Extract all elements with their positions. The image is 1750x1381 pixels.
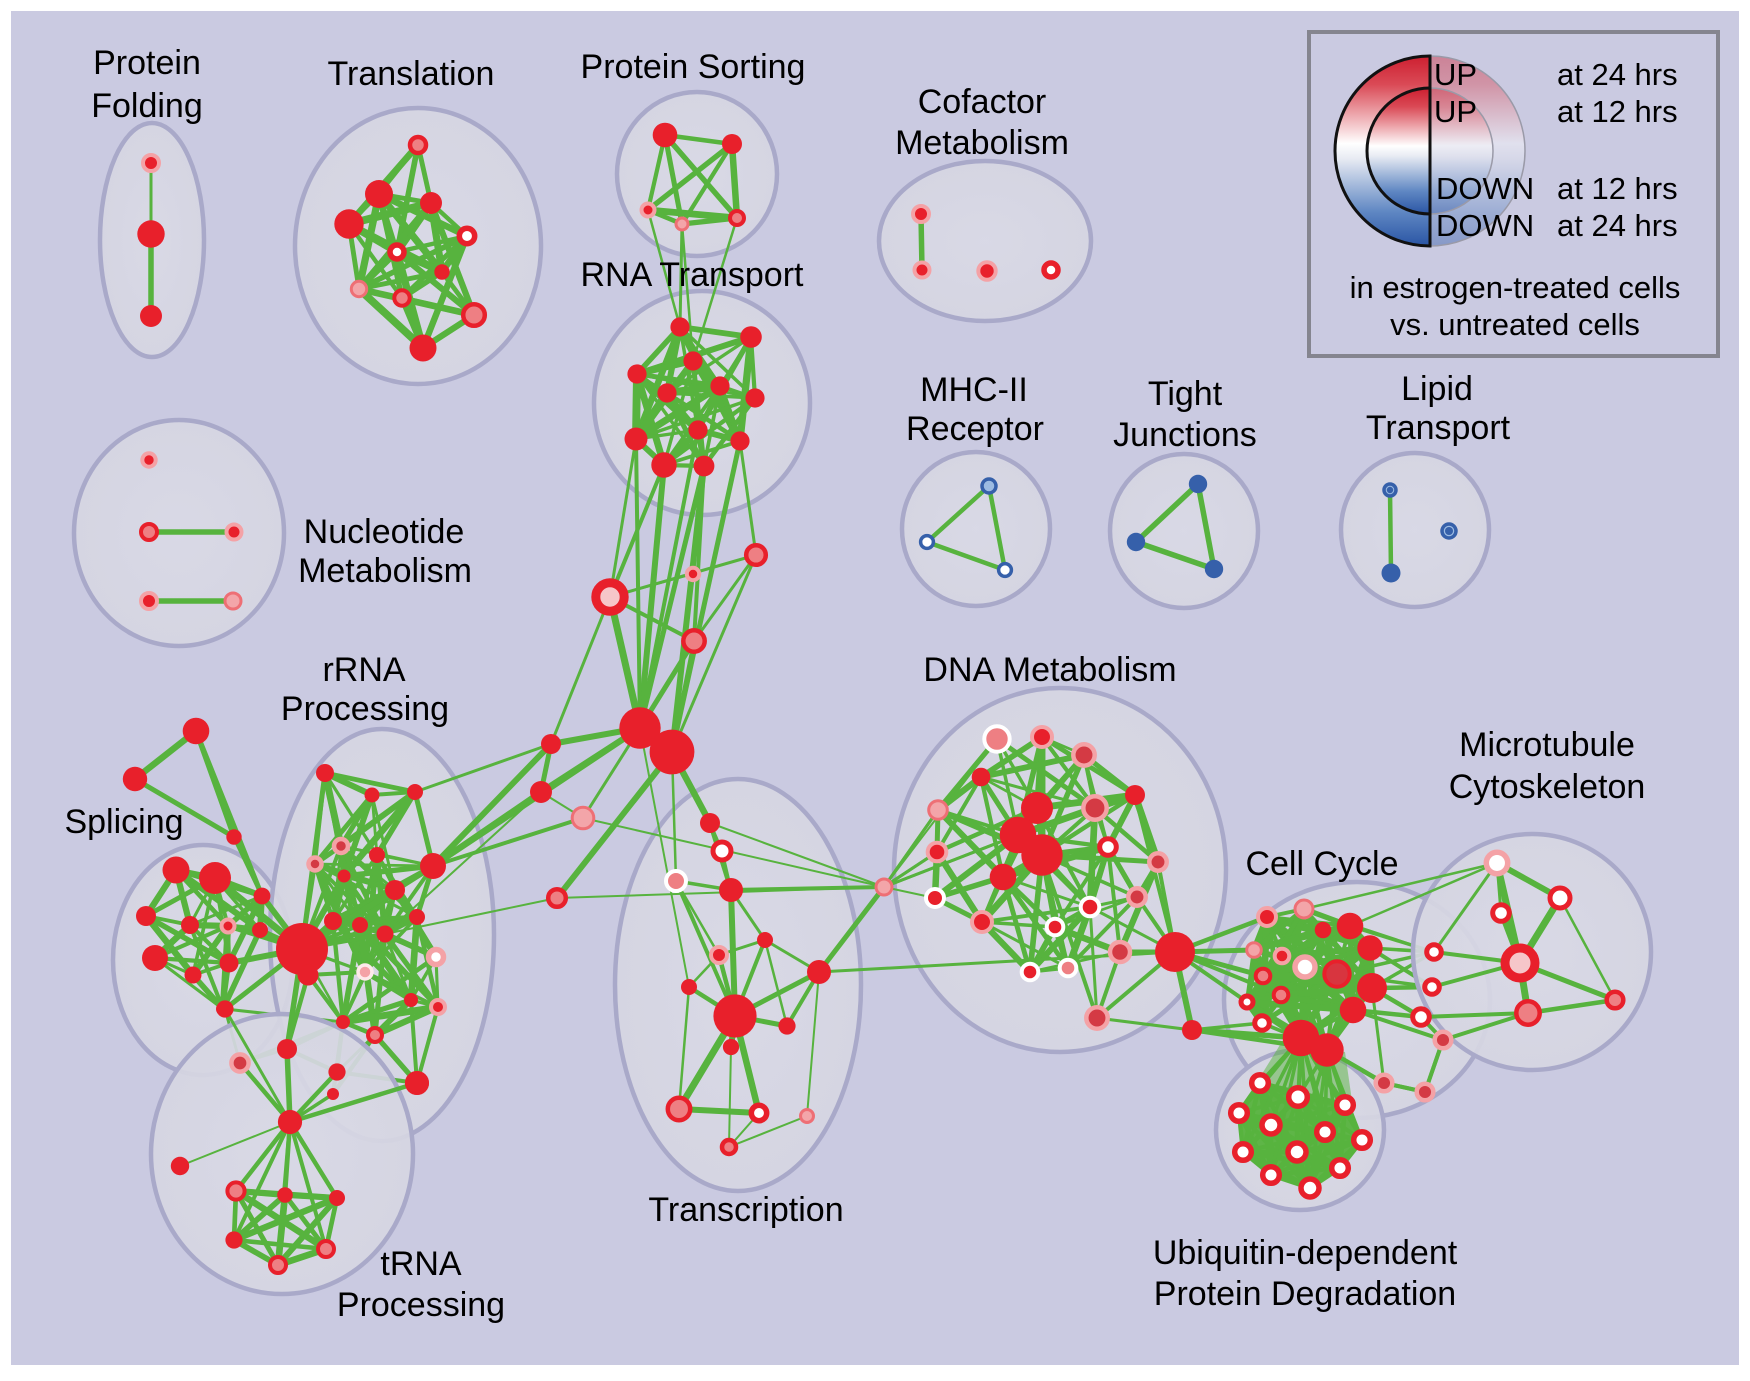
svg-text:DOWN: DOWN bbox=[1436, 171, 1534, 206]
svg-text:Nucleotide: Nucleotide bbox=[304, 513, 465, 551]
svg-text:MHC-II: MHC-II bbox=[920, 371, 1028, 409]
svg-text:rRNA: rRNA bbox=[322, 651, 405, 689]
svg-text:Folding: Folding bbox=[91, 87, 203, 125]
svg-text:Receptor: Receptor bbox=[906, 410, 1044, 448]
svg-text:RNA Transport: RNA Transport bbox=[581, 256, 805, 294]
svg-text:Metabolism: Metabolism bbox=[895, 124, 1069, 162]
svg-text:Protein: Protein bbox=[93, 44, 201, 82]
svg-text:Protein Degradation: Protein Degradation bbox=[1154, 1275, 1456, 1313]
svg-text:Splicing: Splicing bbox=[64, 803, 183, 841]
svg-text:Cell Cycle: Cell Cycle bbox=[1245, 845, 1398, 883]
svg-text:in estrogen-treated cells: in estrogen-treated cells bbox=[1350, 270, 1681, 305]
svg-text:Processing: Processing bbox=[281, 690, 449, 728]
svg-text:DOWN: DOWN bbox=[1436, 208, 1534, 243]
svg-text:UP: UP bbox=[1434, 57, 1477, 92]
svg-text:vs. untreated cells: vs. untreated cells bbox=[1390, 307, 1640, 342]
svg-text:tRNA: tRNA bbox=[380, 1245, 462, 1283]
svg-text:Transport: Transport bbox=[1366, 409, 1511, 447]
svg-text:Ubiquitin-dependent: Ubiquitin-dependent bbox=[1153, 1234, 1458, 1272]
svg-text:Tight: Tight bbox=[1148, 375, 1223, 413]
svg-text:at 12 hrs: at 12 hrs bbox=[1557, 94, 1678, 129]
svg-text:Metabolism: Metabolism bbox=[298, 552, 472, 590]
svg-text:at 12 hrs: at 12 hrs bbox=[1557, 171, 1678, 206]
svg-text:Translation: Translation bbox=[328, 55, 495, 93]
svg-text:Processing: Processing bbox=[337, 1286, 505, 1324]
svg-text:Protein Sorting: Protein Sorting bbox=[581, 48, 806, 86]
svg-text:UP: UP bbox=[1434, 94, 1477, 129]
svg-text:DNA Metabolism: DNA Metabolism bbox=[923, 651, 1176, 689]
svg-text:Microtubule: Microtubule bbox=[1459, 726, 1635, 764]
svg-text:Lipid: Lipid bbox=[1401, 370, 1473, 408]
svg-text:at 24 hrs: at 24 hrs bbox=[1557, 57, 1678, 92]
svg-text:Junctions: Junctions bbox=[1113, 416, 1257, 454]
svg-text:Transcription: Transcription bbox=[648, 1191, 843, 1229]
svg-text:Cytoskeleton: Cytoskeleton bbox=[1449, 768, 1646, 806]
svg-text:at 24 hrs: at 24 hrs bbox=[1557, 208, 1678, 243]
svg-text:Cofactor: Cofactor bbox=[918, 83, 1047, 121]
